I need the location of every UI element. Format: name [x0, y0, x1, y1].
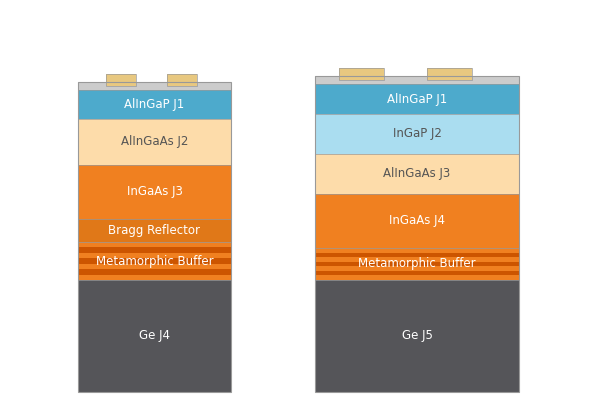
Text: Bragg Reflector: Bragg Reflector — [109, 224, 200, 237]
Text: AlInGaP J1: AlInGaP J1 — [387, 92, 447, 106]
Bar — [167, 74, 197, 86]
Bar — [78, 280, 231, 392]
Bar — [315, 257, 519, 262]
Bar — [315, 262, 519, 266]
Text: Ge J5: Ge J5 — [401, 330, 433, 342]
Bar — [315, 76, 519, 84]
Bar — [78, 269, 231, 274]
Text: AlInGaAs J2: AlInGaAs J2 — [121, 135, 188, 148]
Text: Ge J4: Ge J4 — [139, 330, 170, 342]
Bar — [78, 90, 231, 119]
Text: Metamorphic Buffer: Metamorphic Buffer — [95, 254, 214, 268]
Bar — [78, 82, 231, 90]
Bar — [315, 194, 519, 248]
Bar — [78, 264, 231, 269]
Bar — [315, 266, 519, 271]
Text: Metamorphic Buffer: Metamorphic Buffer — [358, 258, 476, 270]
Bar — [315, 114, 519, 154]
Bar — [78, 219, 231, 242]
Text: AlInGaAs J3: AlInGaAs J3 — [383, 168, 451, 180]
Bar — [427, 68, 472, 80]
Bar — [315, 76, 519, 392]
Bar — [315, 252, 519, 257]
Text: InGaAs J4: InGaAs J4 — [389, 214, 445, 228]
Bar — [78, 242, 231, 248]
Bar — [78, 248, 231, 253]
Bar — [315, 248, 519, 252]
Bar — [78, 274, 231, 280]
Bar — [167, 74, 197, 86]
Bar — [315, 276, 519, 280]
Bar — [78, 253, 231, 258]
Text: InGaAs J3: InGaAs J3 — [127, 185, 182, 198]
Bar — [315, 271, 519, 276]
Bar — [78, 165, 231, 219]
Text: AlInGaP J1: AlInGaP J1 — [124, 98, 185, 111]
Bar — [315, 280, 519, 392]
Bar — [315, 84, 519, 114]
Bar — [315, 154, 519, 194]
Bar — [78, 82, 231, 392]
Bar — [106, 74, 136, 86]
Bar — [340, 68, 385, 80]
Text: InGaP J2: InGaP J2 — [392, 128, 442, 140]
Bar — [78, 258, 231, 264]
Bar — [340, 68, 385, 80]
Bar — [106, 74, 136, 86]
Bar — [78, 119, 231, 165]
Bar — [427, 68, 472, 80]
